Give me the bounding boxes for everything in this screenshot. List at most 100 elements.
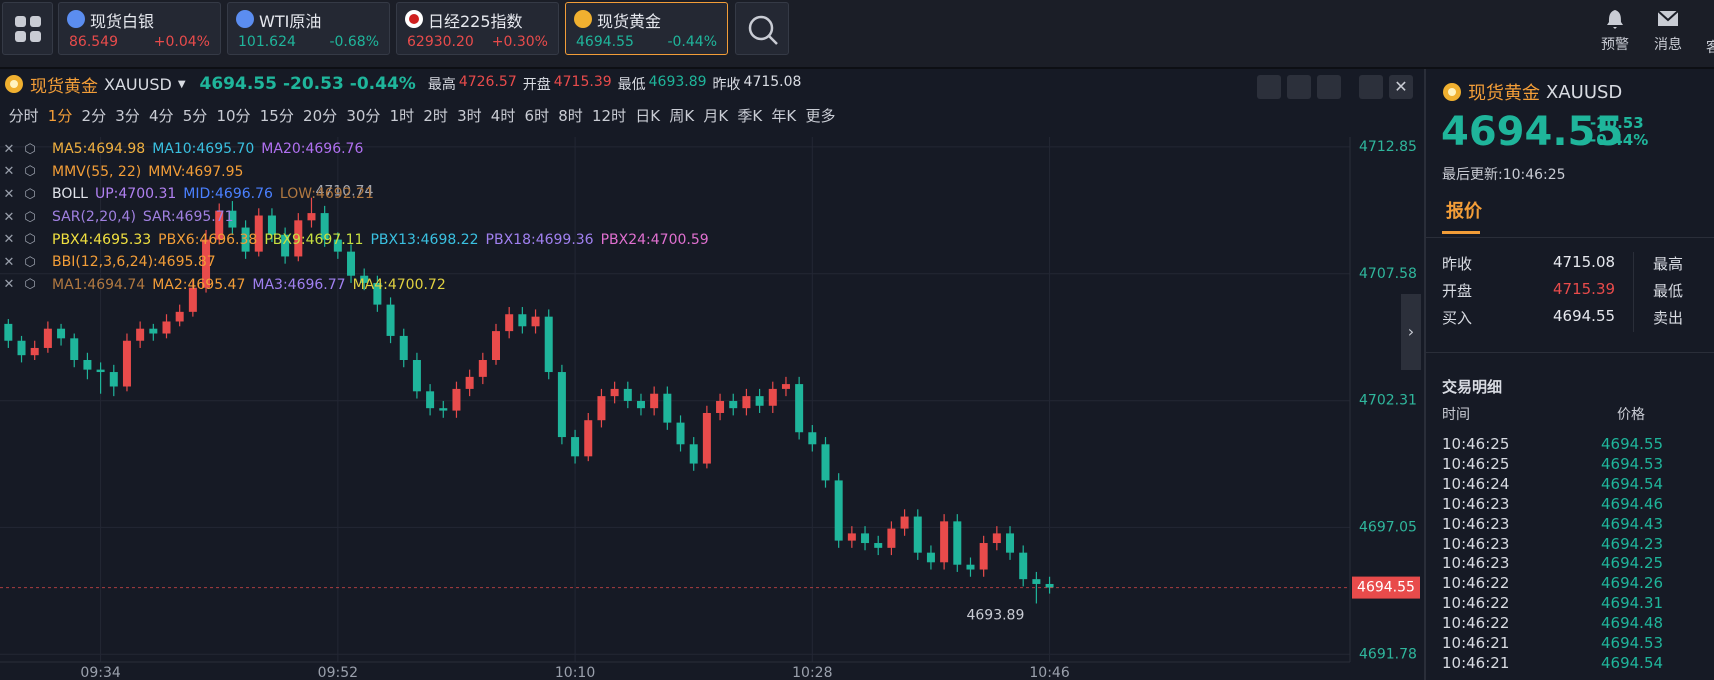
period-tab[interactable]: 1时 xyxy=(389,107,415,125)
candle-body xyxy=(531,316,540,327)
divider xyxy=(1426,352,1714,353)
stat-label: 开盘 xyxy=(522,77,551,93)
candle-body xyxy=(4,323,13,341)
visibility-icon[interactable]: ⬡ xyxy=(24,277,36,293)
quote-name: WTI原油 xyxy=(259,12,322,31)
candle-body xyxy=(821,444,830,481)
trade-price: 4694.54 xyxy=(1601,474,1664,493)
quote-card[interactable]: 日经225指数 62930.20 +0.30% xyxy=(396,2,559,55)
period-tab[interactable]: 10分 xyxy=(216,107,251,125)
candle-body xyxy=(505,314,514,332)
trade-price: 4694.23 xyxy=(1601,534,1664,553)
visibility-icon[interactable]: ⬡ xyxy=(24,186,36,202)
dropdown-caret[interactable]: ▼ xyxy=(177,78,186,90)
quote-card[interactable]: 现货白银 86.549 +0.04% xyxy=(58,2,221,55)
remove-icon[interactable]: ✕ xyxy=(3,186,15,202)
candle-body xyxy=(267,215,276,235)
indicator-value: MA3:4696.77 xyxy=(252,276,346,293)
candle-body xyxy=(439,408,448,411)
tab[interactable]: 报价 xyxy=(1446,201,1482,222)
candle-body xyxy=(518,314,527,327)
remove-icon[interactable]: ✕ xyxy=(3,254,15,270)
divider xyxy=(1633,252,1634,332)
period-tab[interactable]: 更多 xyxy=(805,107,836,125)
trade-price: 4694.46 xyxy=(1601,494,1664,513)
candle-body xyxy=(571,437,580,457)
period-tab[interactable]: 1分 xyxy=(47,107,73,125)
period-tab[interactable]: 3分 xyxy=(115,107,140,125)
column-header: 时间 xyxy=(1442,407,1470,423)
period-tab[interactable]: 4分 xyxy=(149,107,174,125)
remove-icon[interactable]: ✕ xyxy=(3,232,15,248)
period-tab[interactable]: 2分 xyxy=(81,107,107,125)
tool-button[interactable] xyxy=(1359,75,1383,99)
message-button[interactable]: 消息 xyxy=(1653,8,1683,54)
indicator-value: MID:4696.76 xyxy=(183,186,273,203)
period-tab[interactable]: 季K xyxy=(737,107,763,125)
visibility-icon[interactable]: ⬡ xyxy=(24,164,36,180)
period-tab[interactable]: 周K xyxy=(669,107,695,125)
quote-name: 现货白银 xyxy=(90,12,155,31)
period-tab[interactable]: 6时 xyxy=(524,107,550,125)
divider xyxy=(1426,237,1714,238)
period-tab[interactable]: 15分 xyxy=(259,107,294,125)
candle-body xyxy=(1006,533,1015,553)
remove-icon[interactable]: ✕ xyxy=(3,141,15,157)
visibility-icon[interactable]: ⬡ xyxy=(24,254,36,270)
candle-body xyxy=(716,400,725,413)
close-button[interactable]: ✕ xyxy=(1389,75,1413,99)
search-button[interactable] xyxy=(735,2,789,55)
trade-time: 10:46:22 xyxy=(1442,594,1510,613)
period-tab[interactable]: 3时 xyxy=(457,107,482,125)
indicator-value: MA5:4694.98 xyxy=(52,141,146,158)
trade-price: 4694.53 xyxy=(1601,634,1664,652)
remove-icon[interactable]: ✕ xyxy=(3,164,15,180)
remove-icon[interactable]: ✕ xyxy=(3,277,15,293)
panel-toggle[interactable]: › xyxy=(1401,294,1421,370)
quote-label: 卖出 xyxy=(1653,309,1684,327)
candle-body xyxy=(1019,552,1028,580)
price: 4694.55 xyxy=(199,74,277,94)
alert-button[interactable]: 预警 xyxy=(1600,8,1630,54)
indicator-legend: ✕ ⬡ MA5:4694.98 MA10:4695.70 MA20:4696.76 ✕ ⬡ M… xyxy=(2,138,709,296)
visibility-icon[interactable]: ⬡ xyxy=(24,141,36,157)
side-symbol: XAUUSD xyxy=(1546,81,1623,103)
candle-body xyxy=(834,480,843,541)
indicator-value: LOW:4692.21 xyxy=(279,186,374,203)
period-tab[interactable]: 年K xyxy=(771,107,797,125)
menu-button[interactable] xyxy=(2,2,53,55)
period-tab[interactable]: 30分 xyxy=(346,107,381,125)
candle-body xyxy=(57,328,66,339)
stat-value: 4693.89 xyxy=(648,74,707,90)
visibility-icon[interactable]: ⬡ xyxy=(24,232,36,248)
tool-button[interactable] xyxy=(1287,75,1311,99)
period-tab[interactable]: 月K xyxy=(703,107,729,125)
period-tab[interactable]: 4时 xyxy=(490,107,516,125)
tool-button[interactable] xyxy=(1257,75,1281,99)
candle-body xyxy=(254,215,263,252)
indicator-row: ✕ ⬡ MMV(55, 22) MMV:4697.95 xyxy=(2,161,709,184)
trade-time: 10:46:24 xyxy=(1442,474,1510,493)
period-tab[interactable]: 8时 xyxy=(558,107,583,125)
indicator-row: ✕ ⬡ SAR(2,20,4) SAR:4695.71 xyxy=(2,206,709,229)
quote-card[interactable]: WTI原油 101.624 -0.68% xyxy=(227,2,390,55)
period-tab[interactable]: 2时 xyxy=(423,107,448,125)
candle-body xyxy=(597,396,606,421)
visibility-icon[interactable]: ⬡ xyxy=(24,209,36,225)
period-tab[interactable]: 日K xyxy=(635,107,661,125)
candle-body xyxy=(320,213,329,240)
remove-icon[interactable]: ✕ xyxy=(3,209,15,225)
quote-card[interactable]: 现货黄金 4694.55 -0.44% xyxy=(565,2,728,55)
quote-change: +0.30% xyxy=(491,34,548,50)
candle-body xyxy=(953,521,962,565)
tool-button[interactable] xyxy=(1317,75,1341,99)
trades-title: 交易明细 xyxy=(1442,378,1503,396)
action-label[interactable]: 客 xyxy=(1706,40,1714,56)
indicator-value: PBX18:4699.36 xyxy=(485,231,594,248)
symbol-code[interactable]: XAUUSD xyxy=(104,74,172,94)
period-tab[interactable]: 分时 xyxy=(8,107,39,125)
candle-body xyxy=(122,340,131,387)
period-tab[interactable]: 20分 xyxy=(303,107,338,125)
period-tab[interactable]: 12时 xyxy=(592,107,627,125)
period-tab[interactable]: 5分 xyxy=(182,107,208,125)
